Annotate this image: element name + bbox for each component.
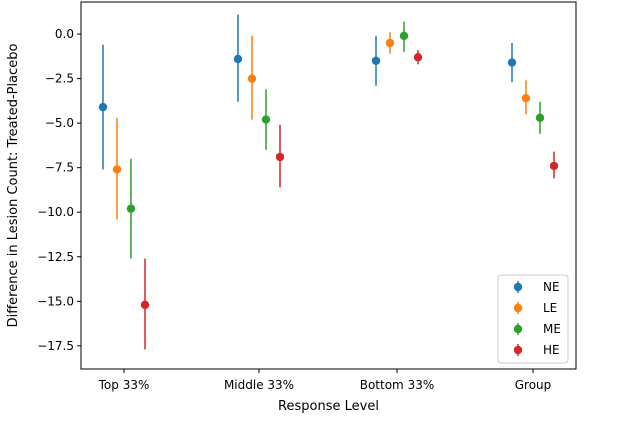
y-tick-label: −15.0 (37, 294, 74, 308)
legend-marker (513, 303, 523, 313)
y-tick-label: −2.5 (45, 72, 74, 86)
legend-box (497, 274, 569, 364)
legend-label: NE (543, 280, 560, 294)
legend-label: ME (543, 322, 561, 336)
x-tick-label: Middle 33% (224, 378, 294, 392)
data-point (233, 54, 243, 64)
y-axis-label: Difference in Lesion Count: Treated-Plac… (6, 44, 21, 328)
legend-item-me: ME (513, 322, 561, 336)
data-point (371, 56, 381, 65)
data-point (507, 58, 517, 67)
legend-marker (513, 282, 523, 292)
y-tick-label: −10.0 (37, 205, 74, 219)
plot-frame (80, 1, 577, 370)
data-point (261, 115, 271, 124)
y-tick-label: 0.0 (55, 27, 74, 41)
legend-item-ne: NE (513, 280, 560, 294)
x-tick-label: Group (515, 378, 552, 392)
x-tick-label: Top 33% (98, 378, 150, 392)
data-point (247, 74, 257, 83)
legend-label: LE (543, 301, 557, 315)
data-point (275, 152, 285, 162)
series-he (140, 50, 559, 350)
legend-item-le: LE (513, 301, 557, 315)
legend-marker (513, 324, 523, 334)
legend-marker (513, 345, 523, 355)
series-ne (98, 14, 517, 170)
data-point (140, 300, 150, 310)
series-marks (98, 14, 559, 350)
x-tick-label: Bottom 33% (360, 378, 435, 392)
x-axis-label: Response Level (278, 399, 379, 414)
data-point (126, 204, 136, 213)
x-axis-ticks: Top 33% Middle 33% Bottom 33% Group (98, 369, 552, 392)
data-point (521, 94, 531, 103)
data-point (549, 161, 559, 171)
legend-item-he: HE (513, 343, 560, 357)
series-me (126, 21, 545, 259)
data-point (399, 31, 409, 41)
data-point (98, 102, 108, 112)
data-point (112, 165, 122, 174)
y-axis-ticks: 0.0 −2.5 −5.0 −7.5 −10.0 −12.5 −15.0 −17.5 (37, 27, 81, 353)
legend: NE LE ME HE (497, 274, 569, 364)
series-le (112, 32, 531, 220)
legend-label: HE (543, 343, 560, 357)
y-tick-label: −5.0 (45, 116, 74, 130)
y-tick-label: −12.5 (37, 250, 74, 264)
data-point (535, 113, 545, 123)
data-point (413, 53, 423, 62)
data-point (385, 38, 395, 48)
y-tick-label: −7.5 (45, 161, 74, 175)
y-tick-label: −17.5 (37, 339, 74, 353)
